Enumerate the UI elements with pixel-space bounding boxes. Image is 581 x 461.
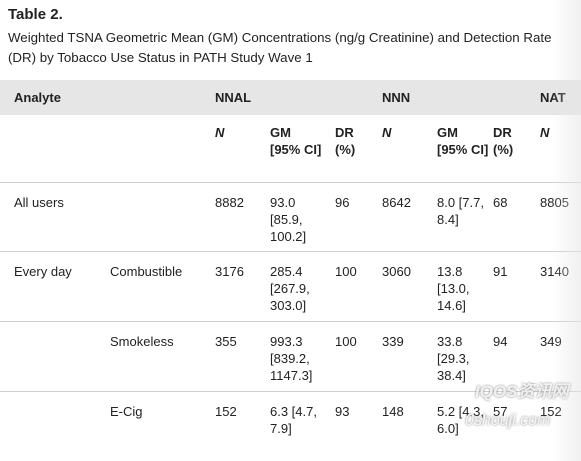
watermark: 0shouji.com — [465, 412, 551, 429]
sub-header: N — [382, 125, 392, 140]
cell: 285.4 [267.9, 303.0] — [270, 264, 310, 313]
cell: 5.2 [4.3, 6.0] — [437, 404, 484, 436]
sub-header: DR (%) — [335, 125, 356, 157]
row-type: Smokeless — [110, 334, 174, 349]
cell: 68 — [493, 195, 508, 210]
sub-header: N — [215, 125, 225, 140]
cell: 8882 — [215, 195, 244, 210]
sub-header: DR (%) — [493, 125, 514, 157]
row-group: Every day — [14, 264, 72, 279]
caption: Weighted TSNA Geometric Mean (GM) Concen… — [8, 30, 552, 65]
cell: 13.8 [13.0, 14.6] — [437, 264, 470, 313]
cell: 57 — [493, 404, 508, 419]
column-header: NAT — [540, 90, 566, 105]
watermark: IQOS资讯网 — [475, 382, 569, 401]
cell: 355 — [215, 334, 237, 349]
column-header: Analyte — [14, 90, 61, 105]
cell: 91 — [493, 264, 508, 279]
row-group: All users — [14, 195, 64, 210]
header-band — [0, 80, 581, 115]
row-divider — [0, 321, 581, 322]
cell: 349 — [540, 334, 562, 349]
row-divider — [0, 182, 581, 183]
cell: 8642 — [382, 195, 411, 210]
title: Table 2. — [8, 6, 63, 23]
row-type: E-Cig — [110, 404, 143, 419]
cell: 3176 — [215, 264, 244, 279]
cell: 96 — [335, 195, 350, 210]
column-header: NNAL — [215, 90, 252, 105]
sub-header: GM [95% CI] — [437, 125, 489, 157]
sub-header: N — [540, 125, 550, 140]
cell: 94 — [493, 334, 508, 349]
cell: 100 — [335, 334, 357, 349]
cell: 148 — [382, 404, 404, 419]
cell: 93.0 [85.9, 100.2] — [270, 195, 307, 244]
cell: 339 — [382, 334, 404, 349]
cell: 93 — [335, 404, 350, 419]
row-divider — [0, 251, 581, 252]
row-divider — [0, 391, 581, 392]
cell: 3060 — [382, 264, 411, 279]
cell: 993.3 [839.2, 1147.3] — [270, 334, 313, 383]
cell: 152 — [215, 404, 237, 419]
cell: 8805 — [540, 195, 569, 210]
cell: 33.8 [29.3, 38.4] — [437, 334, 470, 383]
sub-header: GM [95% CI] — [270, 125, 322, 157]
column-header: NNN — [382, 90, 411, 105]
cell: 100 — [335, 264, 357, 279]
cell: 3140 — [540, 264, 569, 279]
cell: 8.0 [7.7, 8.4] — [437, 195, 484, 227]
cell: 6.3 [4.7, 7.9] — [270, 404, 317, 436]
row-type: Combustible — [110, 264, 183, 279]
